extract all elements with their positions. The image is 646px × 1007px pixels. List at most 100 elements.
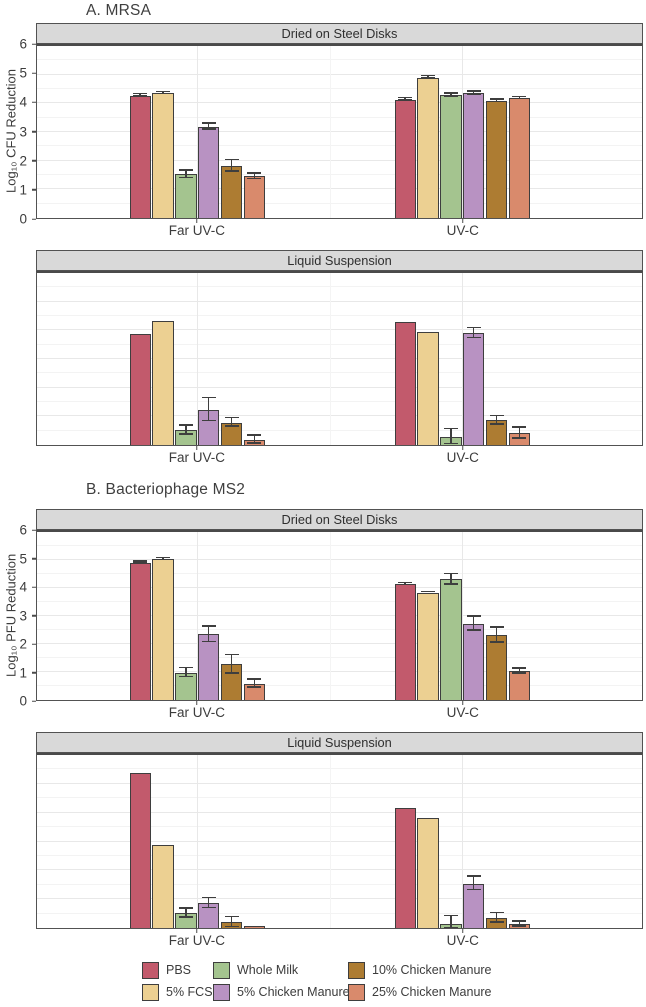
- gridline-h: [37, 643, 642, 644]
- bar-5-fcs-uv-c: [417, 331, 439, 445]
- y-tick-mark: [31, 101, 36, 104]
- gridline-h: [37, 587, 642, 588]
- error-bar-cap: [421, 77, 436, 79]
- error-bar-stem: [253, 679, 256, 688]
- gridline-h: [37, 73, 642, 75]
- error-bar-cap: [489, 423, 504, 425]
- bar-slot: [174, 273, 197, 445]
- bar-slot: [462, 46, 485, 218]
- bar-slot: [485, 46, 508, 218]
- error-bar-cap: [466, 875, 481, 877]
- error-bar-cap: [421, 590, 436, 593]
- gridline-h: [37, 869, 642, 871]
- error-bar-cap: [489, 626, 504, 628]
- bar-whole-milk-uv-c: [440, 579, 462, 700]
- y-tick-mark: [31, 586, 36, 588]
- error-bar-cap: [466, 90, 481, 92]
- gridline-h: [37, 657, 642, 658]
- bar-slot: [394, 273, 417, 445]
- x-tick-mark: [196, 446, 198, 450]
- gridline-h: [37, 358, 642, 359]
- error-bar-cap: [224, 672, 239, 674]
- y-tick-mark: [31, 189, 36, 191]
- error-bar-cap: [512, 925, 527, 927]
- bar-whole-milk-uv-c: [440, 95, 462, 218]
- x-tick-label-far-uv-c: Far UV-C: [168, 450, 225, 465]
- bar-slot: [243, 46, 266, 218]
- bar-slot: [197, 273, 220, 445]
- error-bar-cap: [443, 442, 458, 445]
- y-axis-ticks: 0 1 2 3 4 5 6: [0, 523, 36, 709]
- bar-pbs-far-uv-c: [129, 562, 151, 700]
- x-axis-labels: Far UV-C UV-C: [36, 446, 643, 466]
- bar-pbs-far-uv-c: [129, 334, 151, 445]
- error-bar-cap: [133, 95, 148, 97]
- error-bar-cap: [178, 169, 193, 171]
- gridline-h: [37, 372, 642, 374]
- bar-slot: [508, 46, 531, 218]
- bar-slot: [243, 755, 266, 928]
- legend-label: PBS: [166, 963, 192, 977]
- x-tick-label-far-uv-c: Far UV-C: [168, 223, 225, 238]
- legend-label: 5% FCS: [166, 985, 213, 999]
- bar-5-fcs-uv-c: [417, 77, 439, 218]
- y-axis-ticks: 0 1 2 3 4 5 6: [0, 37, 36, 227]
- gridline-h: [37, 615, 642, 616]
- y-tick-mark: [31, 529, 36, 531]
- error-bar-cap: [247, 442, 262, 444]
- x-tick-mark: [461, 929, 464, 933]
- bar-pbs-far-uv-c: [129, 772, 151, 928]
- error-bar-cap: [443, 572, 458, 574]
- x-tick-label-uv-c: UV-C: [446, 450, 479, 465]
- bar-5-chicken-manure-uv-c: [463, 93, 485, 218]
- bar-slot: [394, 46, 417, 218]
- gridline-v: [329, 46, 331, 218]
- legend-label: 25% Chicken Manure: [372, 985, 492, 999]
- error-bar-cap: [512, 920, 527, 922]
- gridline-h: [37, 811, 642, 813]
- gridline-h: [37, 826, 642, 828]
- error-bar-cap: [466, 888, 481, 891]
- error-bar-stem: [185, 425, 187, 435]
- x-tick-label-far-uv-c: Far UV-C: [168, 933, 225, 948]
- error-bar-stem: [472, 876, 475, 891]
- gridline-h: [37, 315, 642, 316]
- x-tick-label-far-uv-c: Far UV-C: [168, 705, 225, 720]
- error-bar-cap: [443, 95, 458, 97]
- error-bar-cap: [398, 583, 413, 586]
- gridline-h: [37, 131, 642, 132]
- error-bar-cap: [178, 907, 193, 909]
- x-tick-label-uv-c: UV-C: [446, 933, 479, 948]
- error-bar-cap: [489, 98, 504, 100]
- bar-slot: [197, 46, 220, 218]
- gridline-h: [37, 159, 642, 161]
- bar-slot: [129, 46, 152, 218]
- gridline-h: [37, 343, 642, 345]
- gridline-v: [329, 532, 331, 700]
- error-bar-stem: [230, 160, 233, 172]
- error-bar-cap: [178, 433, 193, 435]
- y-tick-mark: [31, 671, 36, 674]
- bar-slot: [197, 755, 220, 928]
- y-axis-ticks: [0, 271, 36, 446]
- strip-title: Dried on Steel Disks: [281, 26, 398, 41]
- legend-swatch-10-chicken-manure: [348, 961, 365, 979]
- bar-slot: [417, 755, 440, 928]
- bar-slot: [220, 532, 243, 700]
- gridline-h: [37, 685, 642, 686]
- error-bar-stem: [207, 898, 210, 909]
- x-axis-labels: Far UV-C UV-C: [36, 929, 643, 949]
- error-bar-cap: [421, 74, 436, 77]
- error-bar-stem: [207, 398, 210, 422]
- error-bar-cap: [398, 581, 413, 584]
- error-bar-cap: [466, 615, 481, 617]
- error-bar-cap: [201, 625, 216, 627]
- gridline-h: [37, 386, 642, 388]
- gridline-h: [37, 912, 642, 914]
- error-bar-stem: [518, 921, 521, 927]
- bar-slot: [462, 273, 485, 445]
- bar-slot: [462, 755, 485, 928]
- legend-label: Whole Milk: [237, 963, 299, 977]
- gridline-h: [37, 559, 642, 560]
